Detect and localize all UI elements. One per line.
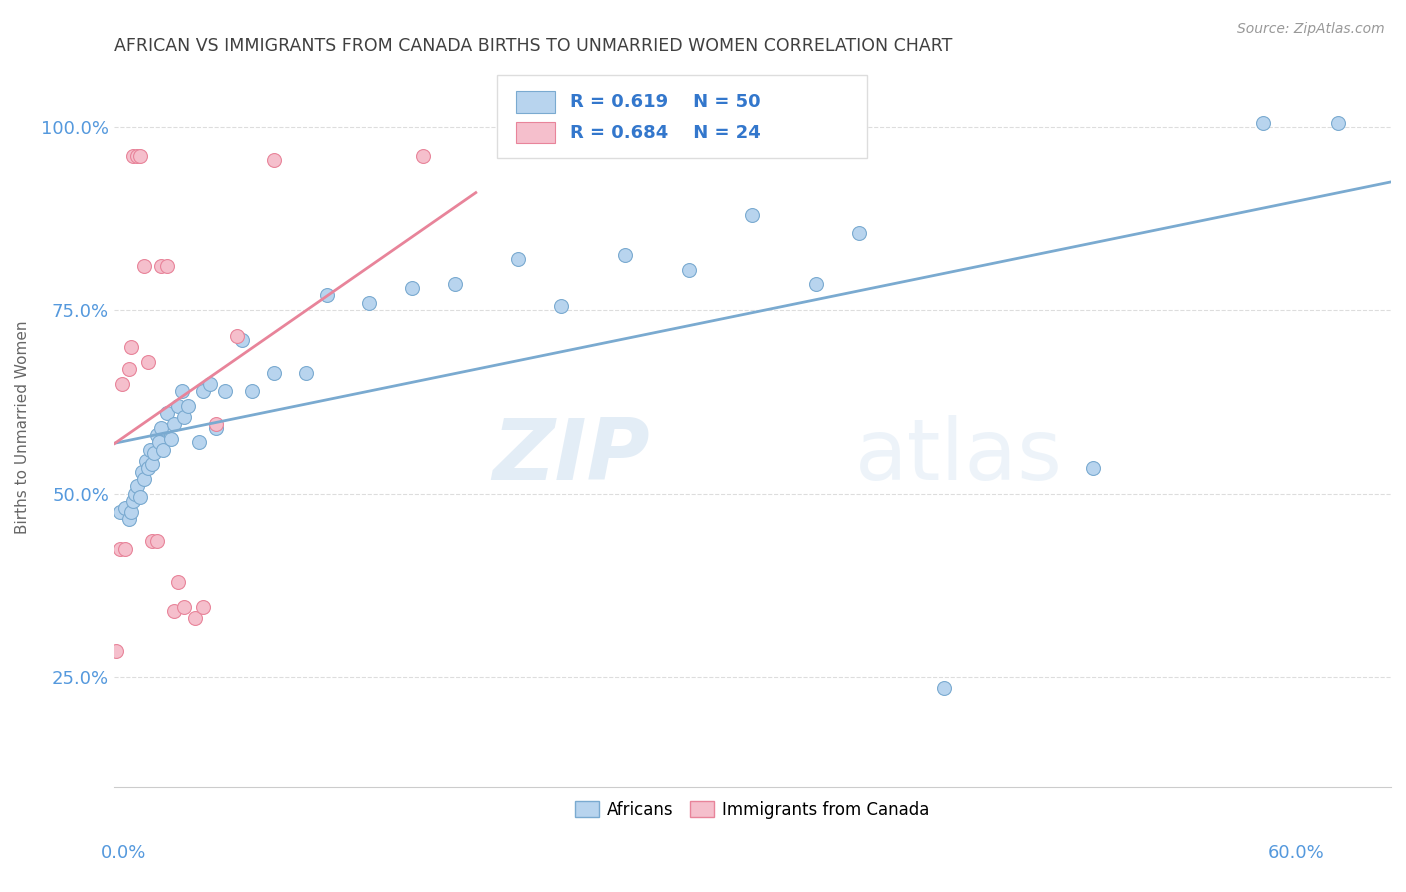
Point	[263, 153, 285, 167]
Point	[132, 259, 155, 273]
Point	[114, 501, 136, 516]
Point	[145, 534, 167, 549]
Point	[162, 604, 184, 618]
Point	[263, 366, 285, 380]
Point	[550, 300, 572, 314]
Point	[508, 252, 530, 266]
Text: AFRICAN VS IMMIGRANTS FROM CANADA BIRTHS TO UNMARRIED WOMEN CORRELATION CHART: AFRICAN VS IMMIGRANTS FROM CANADA BIRTHS…	[114, 37, 952, 55]
Point	[848, 226, 870, 240]
Point	[145, 428, 167, 442]
Point	[149, 259, 172, 273]
Point	[131, 465, 153, 479]
FancyBboxPatch shape	[516, 122, 554, 144]
Point	[214, 384, 236, 398]
Point	[173, 409, 195, 424]
FancyBboxPatch shape	[498, 75, 868, 158]
Point	[128, 490, 150, 504]
Point	[240, 384, 263, 398]
Point	[114, 541, 136, 556]
Point	[143, 446, 166, 460]
Point	[294, 366, 316, 380]
Point	[177, 399, 200, 413]
Point	[122, 149, 145, 163]
Point	[132, 472, 155, 486]
Text: R = 0.619    N = 50: R = 0.619 N = 50	[569, 93, 761, 111]
Point	[156, 259, 179, 273]
Point	[205, 420, 228, 434]
Point	[128, 149, 150, 163]
Point	[359, 295, 381, 310]
Point	[122, 494, 145, 508]
Point	[118, 512, 141, 526]
Point	[443, 277, 465, 292]
Point	[1253, 116, 1275, 130]
Point	[412, 149, 434, 163]
Point	[110, 505, 132, 519]
Point	[110, 541, 132, 556]
Point	[166, 574, 188, 589]
Point	[1081, 461, 1104, 475]
Point	[193, 600, 215, 615]
Point	[135, 453, 157, 467]
Point	[932, 681, 955, 695]
Point	[152, 442, 174, 457]
Text: Source: ZipAtlas.com: Source: ZipAtlas.com	[1237, 22, 1385, 37]
Point	[148, 435, 170, 450]
Point	[105, 644, 128, 658]
Point	[806, 277, 828, 292]
Text: atlas: atlas	[855, 415, 1063, 498]
FancyBboxPatch shape	[516, 91, 554, 112]
Point	[315, 288, 337, 302]
Point	[193, 384, 215, 398]
Point	[1326, 116, 1348, 130]
Point	[613, 248, 636, 262]
Point	[741, 208, 763, 222]
Text: 0.0%: 0.0%	[101, 844, 146, 862]
Point	[226, 328, 249, 343]
Point	[120, 340, 142, 354]
Point	[111, 376, 134, 391]
Point	[141, 457, 163, 471]
Point	[156, 406, 179, 420]
Point	[149, 420, 172, 434]
Text: ZIP: ZIP	[492, 415, 651, 498]
Point	[160, 432, 183, 446]
Point	[173, 600, 195, 615]
Point	[162, 417, 184, 431]
Point	[401, 281, 423, 295]
Text: R = 0.684    N = 24: R = 0.684 N = 24	[569, 124, 761, 142]
Point	[124, 486, 146, 500]
Point	[231, 333, 253, 347]
Point	[136, 461, 159, 475]
Legend: Africans, Immigrants from Canada: Africans, Immigrants from Canada	[569, 794, 936, 826]
Point	[166, 399, 188, 413]
Point	[184, 611, 207, 625]
Point	[205, 417, 228, 431]
Y-axis label: Births to Unmarried Women: Births to Unmarried Women	[15, 321, 30, 534]
Point	[188, 435, 211, 450]
Point	[118, 362, 141, 376]
Point	[136, 354, 159, 368]
Point	[172, 384, 194, 398]
Point	[120, 505, 142, 519]
Point	[678, 262, 700, 277]
Point	[198, 376, 221, 391]
Point	[139, 442, 162, 457]
Point	[127, 149, 149, 163]
Point	[141, 534, 163, 549]
Text: 60.0%: 60.0%	[1268, 844, 1324, 862]
Point	[127, 479, 149, 493]
